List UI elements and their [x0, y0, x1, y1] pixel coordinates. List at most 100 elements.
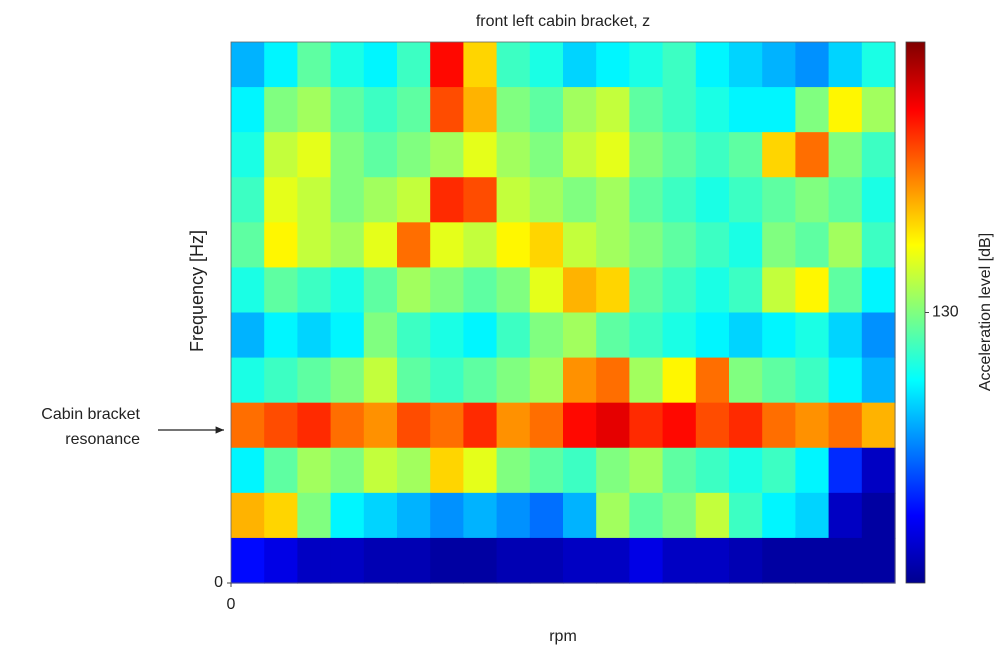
heatmap-cell: [563, 42, 597, 88]
heatmap-cell: [629, 222, 664, 269]
heatmap-cell: [596, 492, 630, 539]
heatmap-cell: [695, 177, 730, 223]
heatmap-cell: [363, 537, 398, 584]
heatmap-cell: [729, 537, 763, 584]
heatmap-cell: [264, 87, 298, 133]
heatmap-cell: [363, 447, 398, 494]
heatmap-cell: [861, 222, 896, 269]
heatmap-cell: [861, 132, 896, 178]
heatmap-cell: [297, 357, 332, 404]
heatmap-cell: [430, 87, 464, 133]
heatmap-cell: [795, 87, 830, 133]
heatmap-cell: [330, 132, 365, 178]
heatmap-cell: [695, 42, 730, 88]
heatmap-cell: [264, 312, 298, 359]
heatmap-cell: [828, 132, 863, 178]
heatmap-cell: [828, 492, 863, 539]
heatmap-cell: [231, 357, 265, 404]
heatmap-cell: [430, 177, 464, 223]
heatmap-cell: [795, 492, 830, 539]
heatmap-cell: [529, 132, 564, 178]
heatmap-cell: [297, 402, 332, 449]
heatmap-cell: [397, 492, 431, 539]
heatmap-cell: [363, 177, 398, 223]
heatmap-cell: [596, 87, 630, 133]
heatmap-cell: [264, 357, 298, 404]
heatmap-cell: [629, 537, 664, 584]
heatmap-cell: [828, 267, 863, 314]
heatmap-cell: [496, 312, 531, 359]
colorbar-label: Acceleration level [dB]: [977, 233, 994, 391]
heatmap-cell: [795, 312, 830, 359]
heatmap-cell: [463, 357, 498, 404]
heatmap-cell: [629, 402, 664, 449]
annotation: resonance: [65, 431, 140, 448]
heatmap-cell: [231, 267, 265, 314]
heatmap-cell: [231, 492, 265, 539]
heatmap-cell: [662, 132, 697, 178]
heatmap-cell: [363, 42, 398, 88]
heatmap-cell: [297, 447, 332, 494]
heatmap-cell: [762, 42, 796, 88]
heatmap-cell: [430, 42, 464, 88]
heatmap-cell: [662, 312, 697, 359]
heatmap-cell: [662, 447, 697, 494]
heatmap-cell: [463, 312, 498, 359]
heatmap-cell: [330, 87, 365, 133]
annotation: Cabin bracket: [41, 406, 140, 423]
heatmap-cell: [729, 357, 763, 404]
heatmap-cell: [596, 177, 630, 223]
heatmap-cell: [861, 357, 896, 404]
heatmap-cell: [496, 402, 531, 449]
heatmap-cell: [695, 87, 730, 133]
heatmap-cell: [828, 222, 863, 269]
heatmap-cell: [496, 357, 531, 404]
heatmap-cell: [496, 222, 531, 269]
heatmap-cell: [330, 357, 365, 404]
heatmap-cell: [363, 402, 398, 449]
heatmap-cell: [397, 132, 431, 178]
heatmap-cell: [695, 132, 730, 178]
heatmap-cell: [729, 177, 763, 223]
heatmap-cell: [729, 87, 763, 133]
heatmap-cell: [629, 132, 664, 178]
heatmap-cell: [662, 402, 697, 449]
heatmap-cell: [463, 42, 498, 88]
heatmap-cell: [463, 177, 498, 223]
heatmap-cell: [729, 132, 763, 178]
heatmap-cell: [596, 222, 630, 269]
heatmap-cell: [264, 402, 298, 449]
heatmap-cell: [662, 267, 697, 314]
heatmap-cell: [662, 87, 697, 133]
heatmap-cell: [397, 222, 431, 269]
heatmap-cell: [231, 132, 265, 178]
heatmap-cell: [729, 267, 763, 314]
heatmap-cell: [828, 357, 863, 404]
heatmap-cell: [463, 402, 498, 449]
heatmap-cell: [662, 537, 697, 584]
heatmap-cell: [430, 312, 464, 359]
heatmap-cell: [762, 132, 796, 178]
heatmap-cell: [828, 87, 863, 133]
heatmap-cell: [662, 357, 697, 404]
heatmap-cell: [363, 87, 398, 133]
heatmap-cell: [729, 312, 763, 359]
heatmap-cell: [828, 312, 863, 359]
heatmap-cell: [629, 357, 664, 404]
heatmap-cell: [330, 267, 365, 314]
heatmap-cell: [363, 357, 398, 404]
heatmap-cell: [496, 447, 531, 494]
heatmap-cell: [529, 492, 564, 539]
heatmap-cell: [397, 402, 431, 449]
heatmap-cell: [264, 447, 298, 494]
heatmap-cell: [430, 357, 464, 404]
heatmap-cell: [297, 312, 332, 359]
heatmap-cell: [729, 402, 763, 449]
heatmap-cell: [463, 447, 498, 494]
heatmap-cell: [529, 177, 564, 223]
heatmap-cell: [596, 447, 630, 494]
heatmap-cell: [596, 537, 630, 584]
heatmap-cell: [264, 492, 298, 539]
heatmap-cell: [496, 132, 531, 178]
heatmap-cell: [563, 402, 597, 449]
